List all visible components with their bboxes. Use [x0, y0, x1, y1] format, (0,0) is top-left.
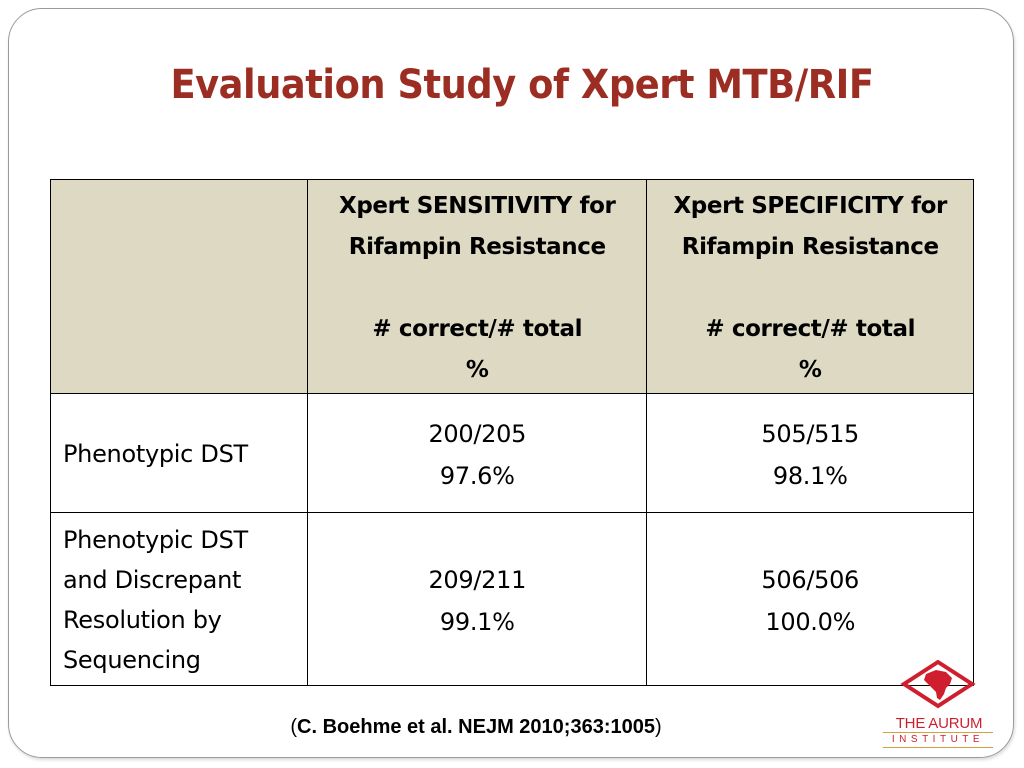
table-row: Phenotypic DST 200/205 97.6% 505/515 98.… [49, 393, 974, 513]
header-sensitivity-line1: Xpert SENSITIVITY for [339, 193, 616, 219]
specificity-ratio: 506/506 [761, 566, 860, 594]
sensitivity-value-cell: 209/211 99.1% [307, 512, 648, 686]
specificity-percent: 100.0% [765, 608, 856, 636]
africa-diamond-icon [900, 660, 976, 709]
header-specificity-line3: # correct/# total [705, 316, 916, 342]
logo-rule-top [883, 732, 993, 733]
sensitivity-ratio: 200/205 [428, 420, 527, 448]
aurum-institute-logo: THE AURUM INSTITUTE [880, 660, 998, 752]
header-sensitivity-line2: Rifampin Resistance [348, 234, 606, 260]
citation-close-paren: ) [654, 716, 662, 738]
citation-open-paren: ( [290, 716, 298, 738]
row-label-line: Sequencing [63, 646, 201, 674]
logo-name: THE AURUM [895, 715, 983, 732]
sensitivity-value-cell: 200/205 97.6% [307, 393, 648, 513]
logo-rule-bottom [883, 747, 993, 748]
header-sensitivity-line3: # correct/# total [372, 316, 583, 342]
header-sensitivity-cell: Xpert SENSITIVITY for Rifampin Resistanc… [307, 179, 648, 394]
results-table: Xpert SENSITIVITY for Rifampin Resistanc… [49, 179, 974, 686]
header-sensitivity-line4: % [465, 357, 489, 383]
table-row: Phenotypic DST and Discrepant Resolution… [49, 512, 974, 686]
row-label-line: Resolution by [63, 606, 222, 634]
sensitivity-percent: 97.6% [439, 462, 515, 490]
row-label: Phenotypic DST [63, 440, 248, 468]
header-empty-cell [49, 179, 309, 394]
row-label-cell: Phenotypic DST [49, 393, 309, 513]
row-label-cell: Phenotypic DST and Discrepant Resolution… [49, 512, 309, 686]
header-specificity-line2: Rifampin Resistance [681, 234, 939, 260]
slide-title: Evaluation Study of Xpert MTB/RIF [170, 62, 874, 108]
citation-text: C. Boehme et al. NEJM 2010;363:1005 [297, 716, 655, 738]
table-header-row: Xpert SENSITIVITY for Rifampin Resistanc… [49, 179, 974, 394]
header-specificity-line4: % [798, 357, 822, 383]
sensitivity-ratio: 209/211 [428, 566, 527, 594]
row-label-line: and Discrepant [63, 566, 242, 594]
header-specificity-line1: Xpert SPECIFICITY for [673, 193, 947, 219]
slide-frame [8, 8, 1014, 758]
specificity-percent: 98.1% [772, 462, 848, 490]
citation: (C. Boehme et al. NEJM 2010;363:1005) [0, 716, 952, 739]
specificity-ratio: 505/515 [761, 420, 860, 448]
logo-subtitle: INSTITUTE [891, 734, 985, 745]
row-label-line: Phenotypic DST [63, 526, 248, 554]
header-specificity-cell: Xpert SPECIFICITY for Rifampin Resistanc… [646, 179, 974, 394]
specificity-value-cell: 505/515 98.1% [646, 393, 974, 513]
sensitivity-percent: 99.1% [439, 608, 515, 636]
specificity-value-cell: 506/506 100.0% [646, 512, 974, 686]
